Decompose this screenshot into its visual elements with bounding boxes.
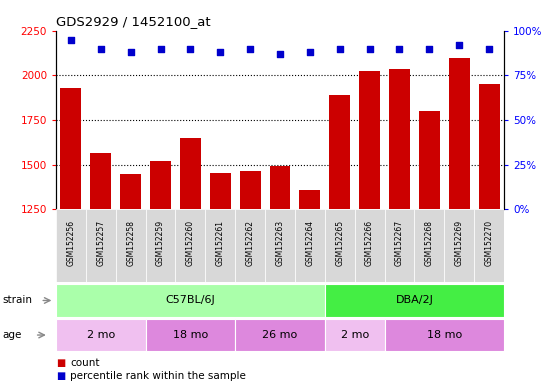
Point [246, 46, 255, 52]
Text: GSM152256: GSM152256 [67, 220, 76, 266]
Point [395, 46, 404, 52]
Text: 2 mo: 2 mo [340, 330, 369, 340]
Bar [325, 284, 504, 317]
Text: GSM152267: GSM152267 [395, 220, 404, 266]
Text: 18 mo: 18 mo [173, 330, 208, 340]
Bar [449, 58, 470, 384]
Text: GSM152258: GSM152258 [126, 220, 135, 266]
Bar [116, 209, 146, 282]
Bar [210, 173, 231, 384]
Text: ■: ■ [56, 358, 66, 368]
Text: percentile rank within the sample: percentile rank within the sample [70, 371, 246, 381]
Bar [235, 319, 325, 351]
Bar [175, 209, 206, 282]
Bar [414, 209, 444, 282]
Bar [56, 209, 86, 282]
Bar [235, 209, 265, 282]
Text: C57BL/6J: C57BL/6J [166, 295, 215, 306]
Point [425, 46, 434, 52]
Text: strain: strain [3, 295, 33, 306]
Point [276, 51, 284, 57]
Bar [120, 174, 141, 384]
Bar [206, 209, 235, 282]
Bar [269, 166, 291, 384]
Bar [240, 171, 260, 384]
Bar [479, 84, 500, 384]
Bar [474, 209, 504, 282]
Text: 2 mo: 2 mo [87, 330, 115, 340]
Bar [146, 319, 235, 351]
Bar [389, 69, 410, 384]
Text: GSM152261: GSM152261 [216, 220, 225, 266]
Text: GSM152266: GSM152266 [365, 220, 374, 266]
Point [365, 46, 374, 52]
Bar [444, 209, 474, 282]
Text: GSM152263: GSM152263 [276, 220, 284, 266]
Text: ■: ■ [56, 371, 66, 381]
Point [335, 46, 344, 52]
Bar [385, 319, 504, 351]
Bar [295, 209, 325, 282]
Text: GSM152268: GSM152268 [425, 220, 434, 266]
Text: DBA/2J: DBA/2J [395, 295, 433, 306]
Text: 26 mo: 26 mo [263, 330, 297, 340]
Point [305, 49, 314, 55]
Bar [90, 153, 111, 384]
Point [67, 36, 76, 43]
Bar [419, 111, 440, 384]
Text: GSM152257: GSM152257 [96, 220, 105, 266]
Bar [300, 190, 320, 384]
Bar [146, 209, 175, 282]
Bar [329, 95, 350, 384]
Point [96, 46, 105, 52]
Text: GSM152259: GSM152259 [156, 220, 165, 266]
Text: GDS2929 / 1452100_at: GDS2929 / 1452100_at [56, 15, 211, 28]
Bar [354, 209, 385, 282]
Point [455, 42, 464, 48]
Text: GSM152260: GSM152260 [186, 220, 195, 266]
Bar [150, 161, 171, 384]
Point [156, 46, 165, 52]
Bar [56, 284, 325, 317]
Text: age: age [3, 330, 22, 340]
Text: GSM152262: GSM152262 [246, 220, 255, 266]
Bar [60, 88, 81, 384]
Bar [325, 319, 385, 351]
Bar [86, 209, 116, 282]
Text: GSM152265: GSM152265 [335, 220, 344, 266]
Text: 18 mo: 18 mo [427, 330, 462, 340]
Bar [265, 209, 295, 282]
Bar [359, 71, 380, 384]
Bar [180, 138, 201, 384]
Text: GSM152270: GSM152270 [484, 220, 493, 266]
Bar [325, 209, 354, 282]
Text: count: count [70, 358, 100, 368]
Text: GSM152264: GSM152264 [305, 220, 314, 266]
Bar [385, 209, 414, 282]
Point [216, 49, 225, 55]
Bar [56, 319, 146, 351]
Point [484, 46, 493, 52]
Text: GSM152269: GSM152269 [455, 220, 464, 266]
Point [186, 46, 195, 52]
Point [126, 49, 135, 55]
